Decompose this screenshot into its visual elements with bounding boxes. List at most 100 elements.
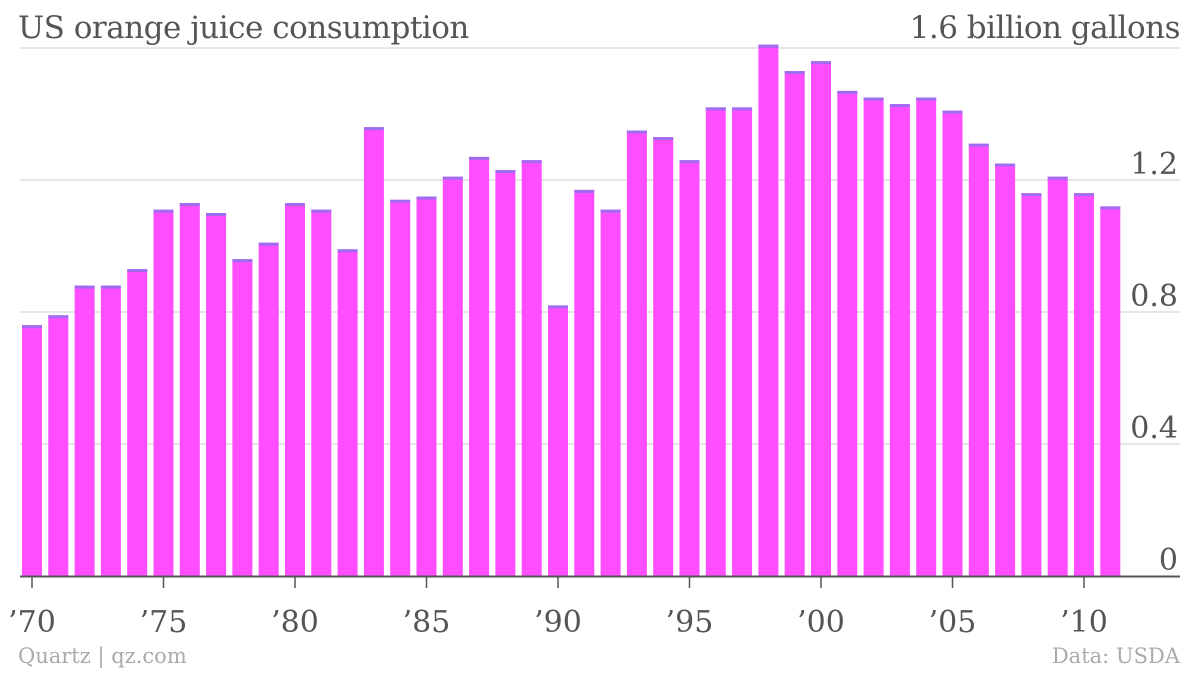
bar — [311, 209, 332, 576]
x-axis-ticks: ’70 ’75 ’80 ’85 ’90 ’95 ’00 ’05 ’10 — [8, 576, 1108, 640]
bar — [968, 143, 989, 576]
data-source: Data: USDA — [1051, 644, 1180, 668]
bar-cap — [705, 107, 726, 111]
bar — [127, 269, 148, 576]
bar-cap — [889, 104, 910, 108]
bars — [22, 44, 1121, 577]
bar — [784, 71, 805, 576]
bar — [22, 325, 42, 576]
bar-cap — [363, 127, 384, 131]
x-tick-label: ’70 — [8, 605, 56, 640]
bar-cap — [48, 315, 69, 319]
bar-cap — [942, 110, 963, 114]
bar — [653, 137, 674, 576]
bar — [337, 249, 358, 577]
bar-cap — [732, 107, 753, 111]
bar-cap — [653, 137, 674, 141]
bar — [863, 97, 884, 576]
bar-cap — [285, 203, 305, 207]
source-credit: Quartz | qz.com — [18, 644, 187, 668]
bar — [416, 196, 437, 576]
bar-cap — [1021, 193, 1042, 197]
bar-cap — [232, 259, 253, 263]
bar-cap — [74, 285, 95, 289]
y-tick-label: 1.2 — [1130, 147, 1178, 182]
bar — [258, 242, 279, 576]
bar — [100, 285, 121, 576]
bar — [469, 156, 490, 576]
bar — [74, 285, 95, 576]
x-tick-label: ’80 — [271, 605, 319, 640]
bar — [495, 170, 516, 576]
bar — [995, 163, 1016, 576]
bar-cap — [127, 269, 148, 273]
bar-cap — [390, 199, 411, 203]
bar-cap — [469, 156, 490, 160]
bar-cap — [863, 97, 884, 101]
bar — [232, 259, 253, 576]
bar — [942, 110, 963, 576]
bar-cap — [548, 305, 568, 309]
bar — [626, 130, 647, 576]
bar-cap — [442, 176, 463, 180]
bar-cap — [1047, 176, 1068, 180]
bar — [1074, 193, 1094, 576]
y-tick-label: 0.4 — [1130, 411, 1178, 446]
x-tick-label: ’05 — [929, 605, 977, 640]
bar — [889, 104, 910, 576]
bar-cap — [626, 130, 647, 134]
bar-cap — [416, 196, 437, 200]
bar-cap — [811, 61, 831, 65]
bar-cap — [574, 189, 595, 193]
x-tick-label: ’00 — [797, 605, 845, 640]
bar-cap — [1100, 206, 1121, 210]
bar — [679, 160, 700, 576]
bar — [758, 44, 779, 576]
bar — [732, 107, 753, 577]
x-tick-label: ’85 — [403, 605, 451, 640]
bar-cap — [153, 209, 174, 213]
bar — [442, 176, 463, 576]
bar — [285, 203, 305, 576]
bar-cap — [968, 143, 989, 147]
bar-cap — [758, 44, 779, 48]
bar-cap — [837, 90, 858, 94]
bar-cap — [206, 213, 227, 216]
bar-cap — [995, 163, 1016, 167]
x-tick-label: ’75 — [140, 605, 188, 640]
bar-cap — [1074, 193, 1094, 197]
bar — [363, 127, 384, 576]
bar — [811, 61, 831, 576]
bar — [705, 107, 726, 577]
x-tick-label: ’10 — [1060, 605, 1108, 640]
bar — [206, 213, 227, 576]
bar-cap — [22, 325, 42, 329]
bar-cap — [916, 97, 937, 101]
bar — [548, 305, 568, 576]
bar — [1100, 206, 1121, 576]
bar-cap — [679, 160, 700, 164]
bar-cap — [521, 160, 542, 164]
bar-cap — [179, 203, 200, 207]
bar-cap — [495, 170, 516, 174]
y-axis-max-label: 1.6 billion gallons — [909, 10, 1181, 46]
bar-cap — [337, 249, 358, 253]
y-axis-ticks: 0 0.4 0.8 1.2 — [1130, 147, 1178, 578]
y-tick-label: 0 — [1159, 543, 1178, 578]
bar — [179, 203, 200, 576]
bar — [48, 315, 69, 576]
bar — [153, 209, 174, 576]
chart-title: US orange juice consumption — [18, 10, 469, 46]
bar — [521, 160, 542, 576]
bar — [1021, 193, 1042, 576]
bar — [916, 97, 937, 576]
bar — [574, 189, 595, 576]
bar-cap — [784, 71, 805, 75]
x-tick-label: ’90 — [534, 605, 582, 640]
bar — [600, 209, 621, 576]
bar — [837, 90, 858, 577]
bar-cap — [100, 285, 121, 289]
x-tick-label: ’95 — [666, 605, 714, 640]
